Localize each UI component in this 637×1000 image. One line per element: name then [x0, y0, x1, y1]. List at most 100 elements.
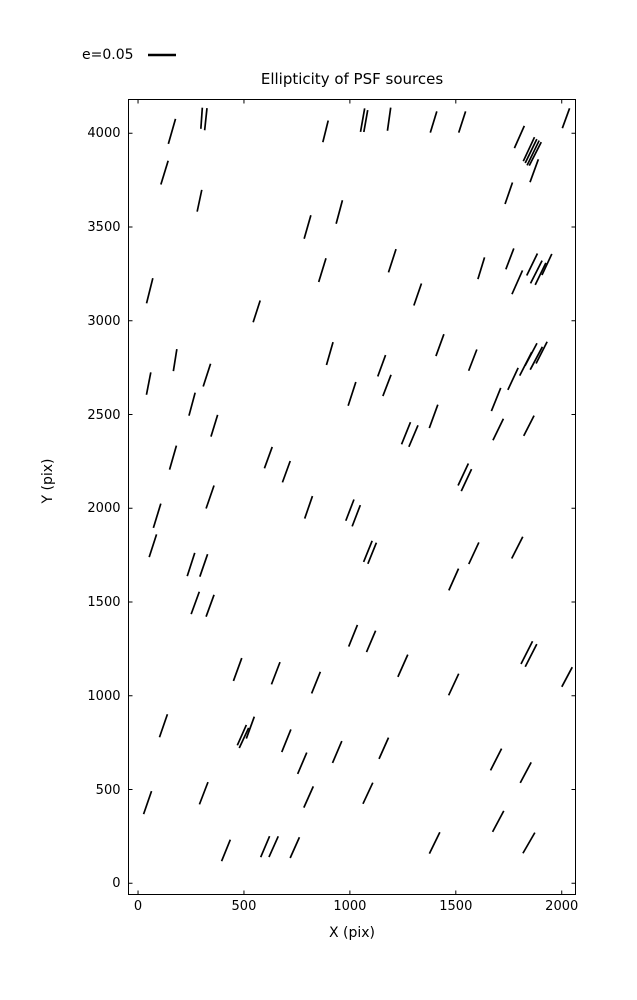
whisker-layer — [142, 107, 573, 862]
whisker-segment — [296, 752, 308, 775]
whisker-segment — [281, 460, 292, 483]
whisker-segment — [270, 661, 281, 685]
x-tick-label: 0 — [133, 899, 143, 914]
whisker-segment — [529, 346, 544, 371]
axes-spines — [128, 99, 576, 895]
whisker-segment — [504, 182, 514, 205]
whisker-segment — [280, 729, 292, 753]
whisker-segment — [172, 349, 178, 372]
whisker-segment — [534, 262, 547, 286]
whisker-segment — [351, 504, 362, 527]
whisker-segment — [468, 542, 480, 565]
y-tick-label: 500 — [95, 782, 121, 798]
whisker-segment — [457, 463, 470, 486]
whisker-segment — [429, 111, 438, 133]
whisker-segment — [303, 495, 314, 519]
legend-scale-text: e=0.05 — [82, 47, 134, 63]
whisker-segment — [505, 248, 515, 270]
whisker-segment — [524, 643, 538, 668]
whisker-segment — [190, 591, 201, 615]
whisker-segment — [345, 499, 355, 522]
whisker-segment — [382, 374, 392, 397]
x-tick-label: 2000 — [545, 899, 579, 914]
whisker-segment — [145, 372, 152, 395]
whisker-segment — [245, 716, 256, 739]
x-tick-label: 1000 — [333, 899, 367, 914]
whisker-segment — [259, 835, 271, 858]
whisker-segment — [303, 215, 312, 239]
whisker-segment — [428, 404, 439, 429]
y-tick-label: 1000 — [87, 688, 121, 704]
whisker-segment — [477, 257, 486, 280]
whisker-segment — [387, 248, 397, 273]
whisker-segment — [520, 640, 534, 665]
whisker-segment — [457, 111, 467, 133]
whisker-segment — [238, 727, 250, 749]
whisker-segment — [325, 341, 334, 366]
whisker-segment — [376, 354, 387, 377]
whisker-segment — [158, 713, 169, 738]
whisker-segment — [489, 748, 503, 771]
whisker-segment — [561, 666, 573, 688]
y-tick-label: 2500 — [87, 407, 121, 423]
legend-scale-label: e=0.05 — [82, 47, 176, 63]
whisker-segment — [359, 108, 366, 133]
whisker-segment — [413, 283, 423, 306]
whisker-segment — [363, 109, 369, 133]
whisker-segment — [362, 540, 373, 563]
whisker-segment — [397, 654, 409, 678]
y-tick-label: 2000 — [87, 501, 121, 517]
whisker-segment — [202, 363, 212, 387]
whisker-segment — [335, 200, 344, 224]
x-tick-label: 500 — [231, 899, 257, 914]
whisker-segment — [365, 630, 377, 653]
whisker-segment — [524, 138, 538, 164]
axes-frame — [128, 99, 576, 895]
whisker-segment — [347, 624, 359, 647]
whisker-segment — [526, 140, 540, 166]
whisker-segment — [268, 835, 280, 858]
whisker-segment — [513, 125, 526, 149]
whisker-segment — [386, 107, 392, 131]
y-axis-label: Y (pix) — [40, 458, 56, 504]
whisker-segment — [541, 253, 553, 276]
whisker-segment — [524, 342, 538, 367]
whisker-segment — [561, 108, 571, 129]
whisker-segment — [435, 333, 445, 357]
whisker-segment — [310, 671, 322, 694]
whisker-segment — [331, 740, 343, 764]
whisker-segment — [303, 786, 315, 808]
whisker-segment — [160, 160, 169, 185]
whisker-segment — [203, 108, 208, 131]
whisker-segment — [522, 136, 536, 162]
legend-scale-bar-icon — [147, 53, 176, 57]
whisker-segment — [168, 445, 178, 470]
whisker-segment — [519, 761, 532, 784]
whisker-segment — [362, 782, 374, 805]
whisker-segment — [142, 790, 153, 815]
whisker-segment — [220, 839, 232, 862]
x-axis-label: X (pix) — [328, 925, 376, 941]
whisker-segment — [490, 387, 502, 412]
whisker-segment — [232, 657, 243, 682]
whisker-segment — [467, 349, 478, 372]
whisker-segment — [529, 260, 543, 284]
whisker-segment — [198, 781, 209, 805]
whisker-segment — [491, 810, 505, 833]
whisker-segment — [322, 120, 330, 143]
whisker-segment — [408, 425, 419, 448]
whisker-segment — [400, 421, 412, 445]
whisker-segment — [145, 277, 154, 304]
whisker-segment — [448, 568, 460, 591]
whisker-segment — [535, 341, 548, 364]
whisker-segment — [205, 485, 215, 509]
whisker-segment — [492, 418, 505, 441]
whisker-segment — [263, 446, 274, 469]
whisker-segment — [528, 141, 543, 167]
whisker-segment — [199, 553, 209, 577]
y-tick-label: 1500 — [87, 595, 121, 610]
whisker-segment — [522, 832, 536, 854]
y-tick-label: 0 — [112, 876, 121, 892]
